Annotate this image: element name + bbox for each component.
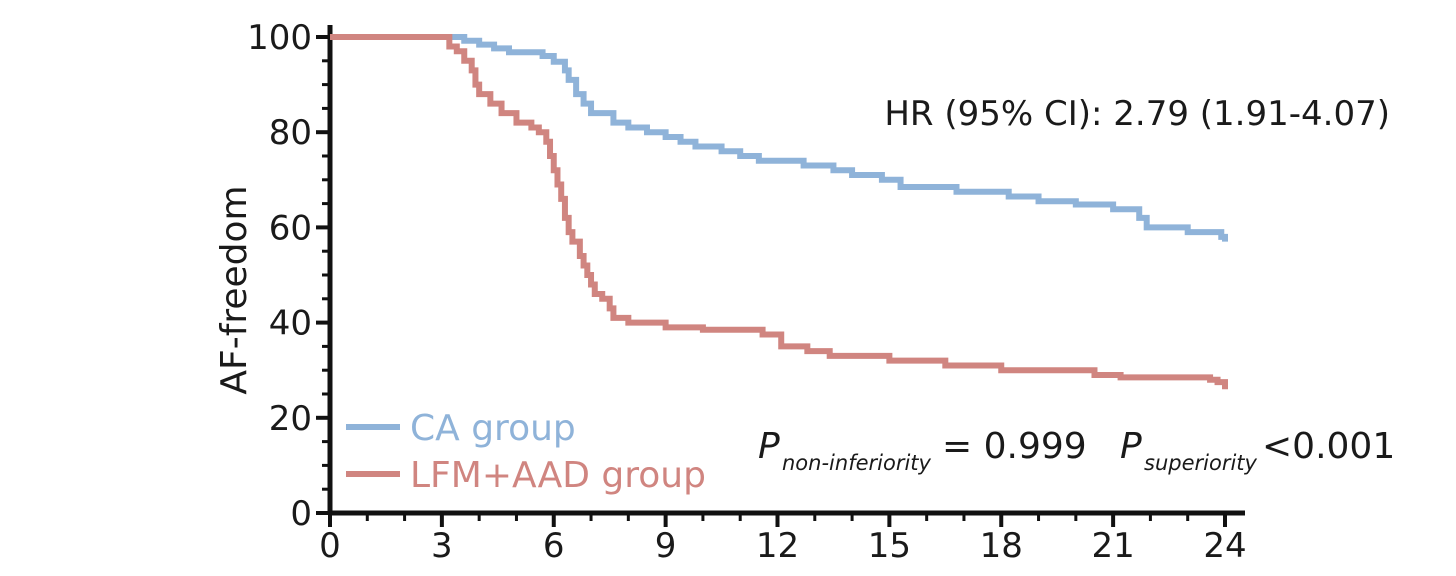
x-tick-label: 18 xyxy=(980,526,1023,566)
legend-label: CA group xyxy=(410,408,576,449)
x-tick-label: 21 xyxy=(1091,526,1134,566)
series-line-ca-group xyxy=(330,34,1228,242)
y-tick-label: 20 xyxy=(269,399,312,439)
p-superiority-letter: P xyxy=(1120,426,1142,467)
hr-annotation: HR (95% CI): 2.79 (1.91-4.07) xyxy=(884,94,1390,134)
y-tick-label: 0 xyxy=(290,494,312,534)
x-tick-label: 0 xyxy=(319,526,341,566)
x-tick-label: 24 xyxy=(1203,526,1246,566)
axes: 0 20 40 60 80 100 0 3 6 9 12 15 18 21 24 xyxy=(247,18,1247,566)
p-superiority-value: <0.001 xyxy=(1262,426,1395,467)
y-tick-label: 40 xyxy=(269,304,312,344)
y-tick-label: 60 xyxy=(269,208,312,248)
p-noninferiority-subscript: non-inferiority xyxy=(782,451,932,475)
p-values: P non-inferiority = 0.999 P superiority … xyxy=(758,426,1395,475)
x-tick-label: 12 xyxy=(756,526,799,566)
p-noninferiority-letter: P xyxy=(758,426,780,467)
series-line-lfm-aad-group xyxy=(330,34,1228,390)
y-tick-label: 100 xyxy=(247,18,312,58)
series-layer xyxy=(330,34,1228,390)
legend-label: LFM+AAD group xyxy=(410,455,706,496)
p-noninferiority-value: = 0.999 xyxy=(942,426,1087,467)
y-tick-label: 80 xyxy=(269,113,312,153)
x-tick-label: 3 xyxy=(431,526,453,566)
y-axis-label: AF-freedom xyxy=(214,185,255,394)
x-tick-label: 6 xyxy=(543,526,565,566)
p-superiority-subscript: superiority xyxy=(1144,451,1258,475)
x-tick-label: 9 xyxy=(655,526,677,566)
legend: CA group LFM+AAD group xyxy=(346,408,706,496)
x-tick-label: 15 xyxy=(868,526,911,566)
